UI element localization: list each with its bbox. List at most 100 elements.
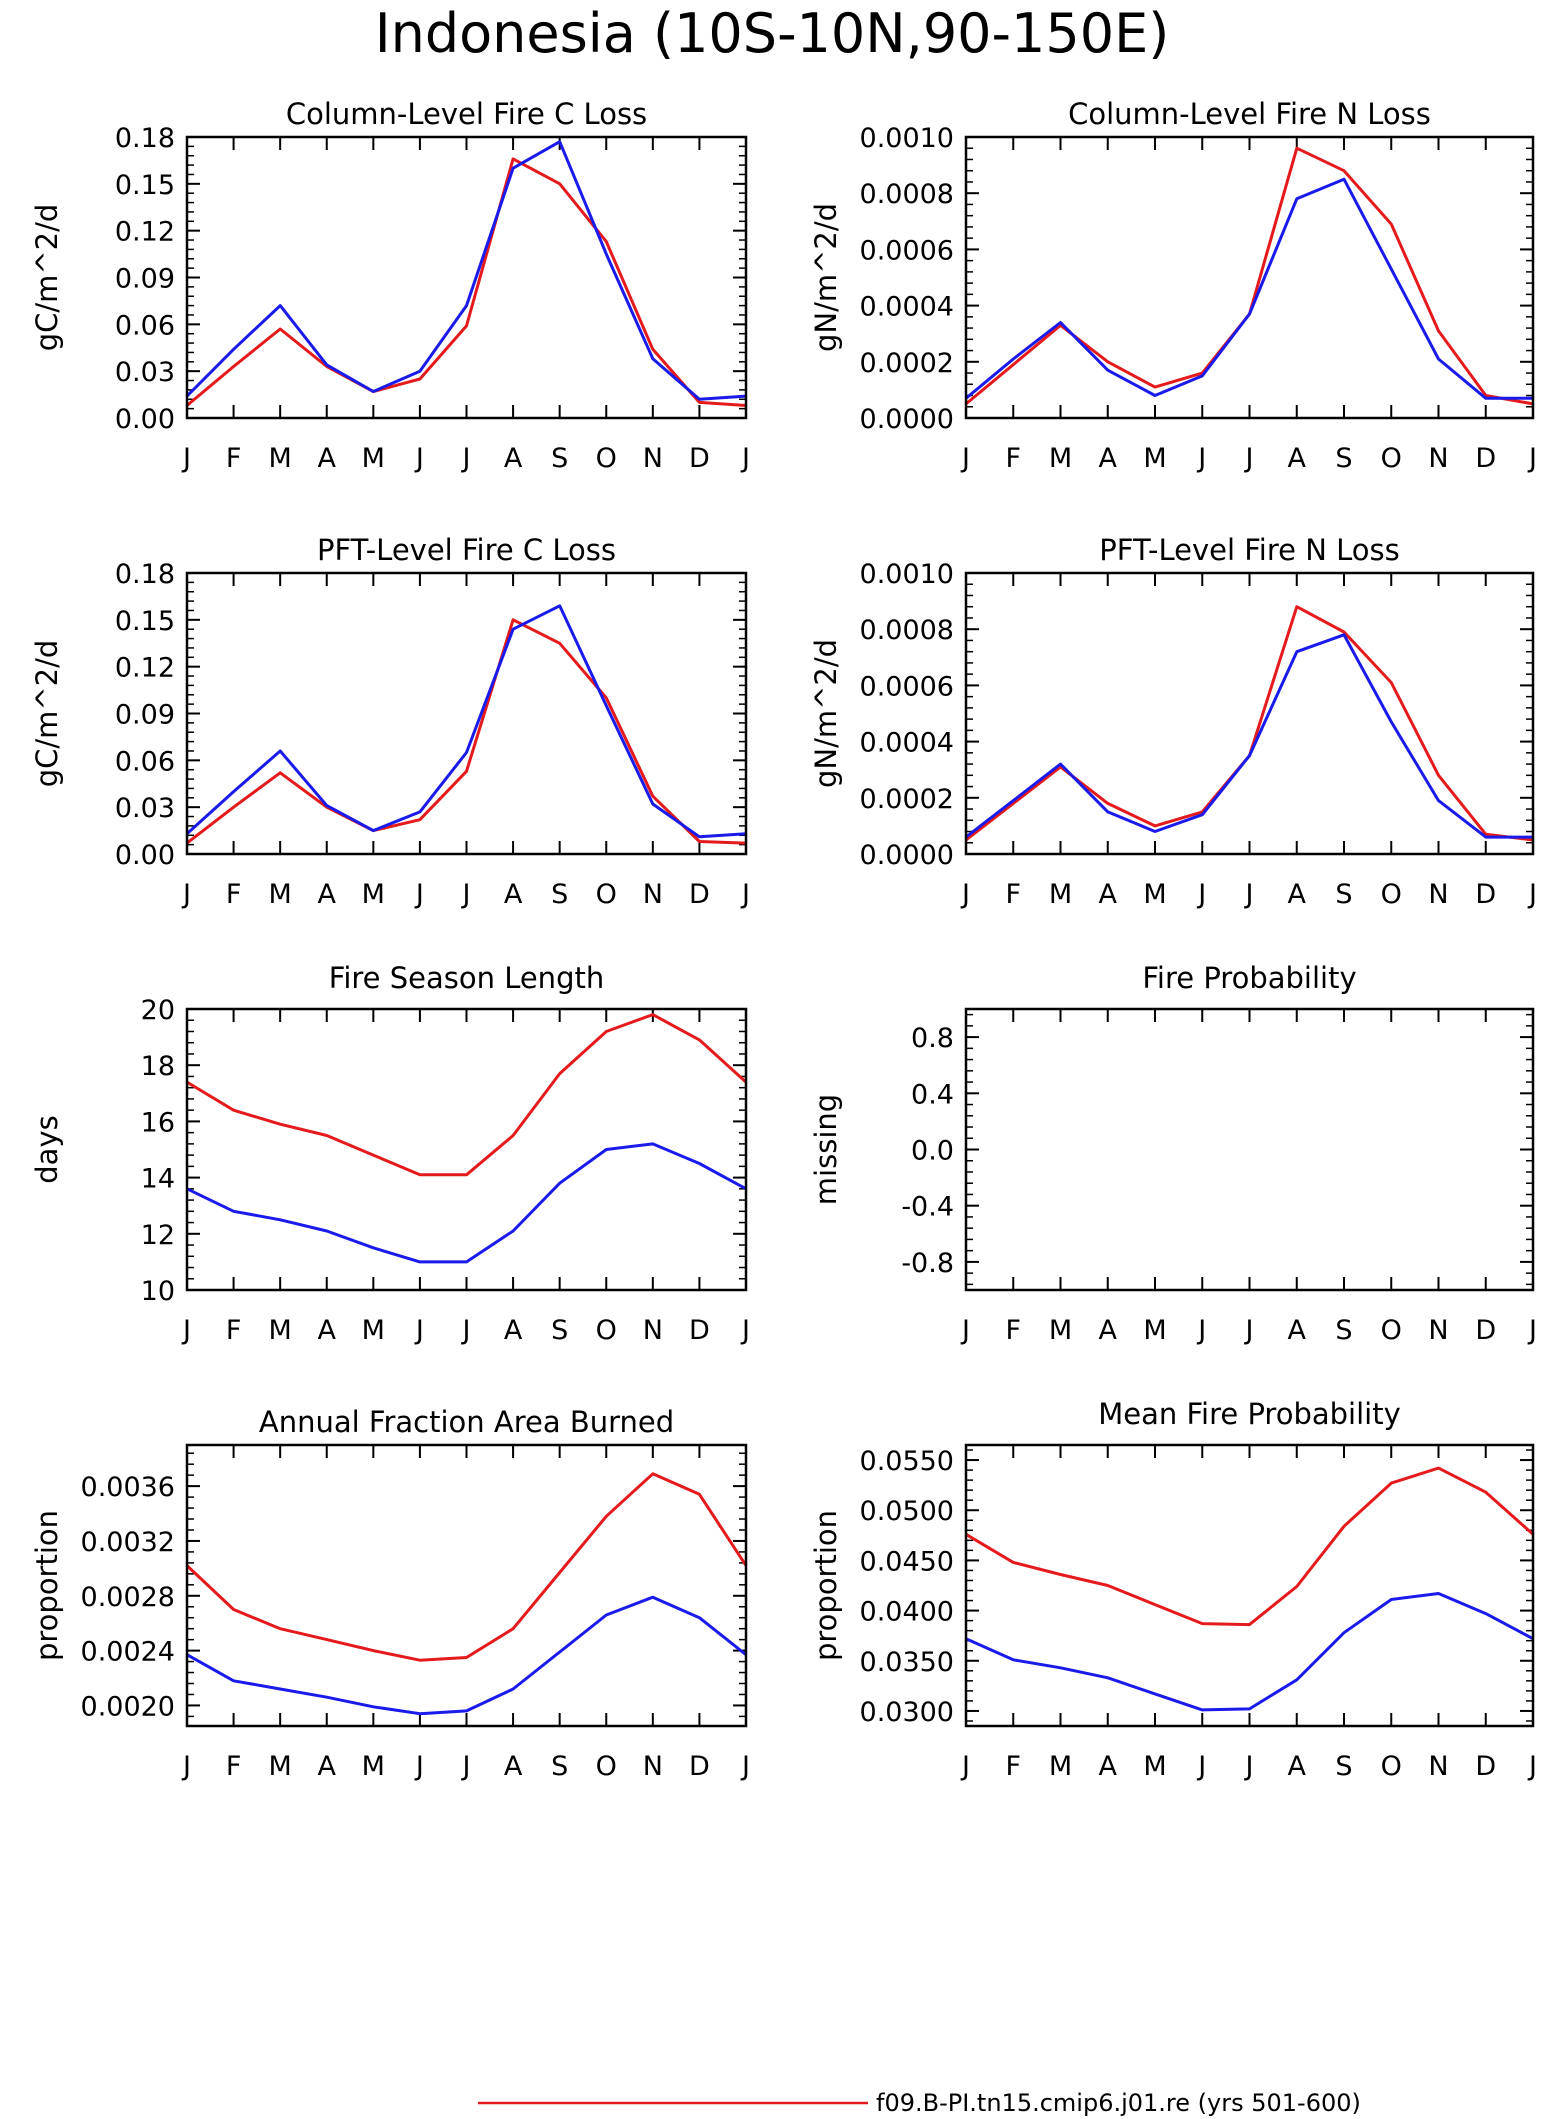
plot-frame (185, 1443, 748, 1728)
x-tick-label: J (181, 443, 191, 474)
x-tick-label: N (1428, 443, 1448, 474)
x-tick-label: M (1049, 1751, 1072, 1782)
y-tick-label: 0.4 (911, 1079, 954, 1110)
x-tick-label: O (1381, 443, 1402, 474)
x-tick-label: N (1428, 879, 1448, 910)
y-axis-label: gC/m^2/d (30, 204, 64, 352)
x-tick-label: J (181, 1751, 191, 1782)
y-tick-label: 20 (141, 995, 175, 1026)
plot-frame (185, 571, 748, 856)
y-tick-label: 0.15 (115, 170, 175, 201)
x-tick-label: M (1049, 1315, 1072, 1346)
y-axis-label: missing (809, 1094, 843, 1205)
x-tick-label: A (1288, 1751, 1307, 1782)
blue-series-line (965, 633, 1533, 839)
x-tick-label: A (1288, 1315, 1307, 1346)
y-tick-label: 0.0036 (81, 1472, 175, 1503)
y-tick-label: 0.0010 (860, 559, 954, 590)
x-tick-label: N (1428, 1315, 1448, 1346)
x-tick-label: M (269, 443, 292, 474)
x-tick-label: A (318, 443, 337, 474)
x-tick-label: A (1099, 443, 1118, 474)
x-tick-label: M (362, 879, 385, 910)
x-tick-label: D (689, 879, 710, 910)
y-tick-label: 0.09 (115, 264, 175, 295)
x-tick-label: J (181, 879, 191, 910)
blue-series-line (186, 1142, 747, 1264)
x-tick-label: O (596, 443, 617, 474)
y-tick-label: 0.0500 (860, 1496, 954, 1527)
x-tick-label: O (1381, 879, 1402, 910)
x-tick-label: O (596, 1315, 617, 1346)
y-tick-label: 10 (141, 1276, 175, 1307)
chart-title: Fire Probability (1142, 961, 1356, 995)
y-tick-label: 0.0000 (860, 840, 954, 871)
x-tick-label: A (1099, 879, 1118, 910)
y-tick-label: 0.03 (115, 793, 175, 824)
y-tick-label: 0.06 (115, 310, 175, 341)
x-tick-label: M (1049, 443, 1072, 474)
x-tick-label: M (1049, 879, 1072, 910)
x-tick-label: S (551, 1751, 568, 1782)
x-tick-label: J (740, 879, 750, 910)
blue-series-line (186, 1595, 747, 1716)
x-tick-label: N (643, 443, 663, 474)
x-tick-label: J (1527, 1751, 1537, 1782)
y-tick-label: 0.0550 (860, 1446, 954, 1477)
y-tick-label: 0.0028 (81, 1582, 175, 1613)
y-tick-label: 0.0300 (860, 1697, 954, 1728)
y-tick-label: 0.06 (115, 746, 175, 777)
y-axis-label: gN/m^2/d (809, 639, 843, 788)
y-axis-label: gC/m^2/d (30, 640, 64, 788)
plot-frame (185, 135, 748, 420)
x-tick-label: S (551, 443, 568, 474)
y-tick-label: 0.0400 (860, 1597, 954, 1628)
y-tick-label: -0.4 (901, 1192, 954, 1223)
y-tick-label: 0.8 (911, 1023, 954, 1054)
red-series-line (186, 1013, 748, 1177)
y-tick-label: 0.0002 (860, 348, 954, 379)
x-tick-label: J (1527, 443, 1537, 474)
x-tick-label: J (740, 1315, 750, 1346)
x-tick-label: J (181, 1315, 191, 1346)
x-tick-label: M (362, 1751, 385, 1782)
red-series-line (186, 157, 747, 407)
y-tick-label: 0.0032 (81, 1527, 175, 1558)
x-tick-label: J (461, 443, 471, 474)
chart-title: Column-Level Fire N Loss (1068, 97, 1431, 131)
x-tick-label: M (1143, 1315, 1166, 1346)
y-tick-label: 0.12 (115, 217, 175, 248)
x-tick-label: F (226, 879, 242, 910)
x-tick-label: J (414, 443, 424, 474)
y-tick-label: 0.0004 (860, 728, 954, 759)
x-tick-label: J (960, 1751, 970, 1782)
legend: f09.B-PI.tn15.cmip6.j01.re (yrs 501-600) (478, 2089, 1361, 2117)
x-tick-label: S (1335, 443, 1352, 474)
y-tick-label: 0.0008 (860, 615, 954, 646)
y-tick-label: 0.18 (115, 123, 175, 154)
y-tick-label: 0.0002 (860, 784, 954, 815)
chart-title: Fire Season Length (329, 961, 604, 995)
red-series-line (186, 618, 747, 845)
x-tick-label: J (414, 879, 424, 910)
blue-series-line (185, 140, 747, 401)
plot-frame (964, 1443, 1535, 1728)
y-tick-label: 0.0004 (860, 292, 954, 323)
legend-label: f09.B-PI.tn15.cmip6.j01.re (yrs 501-600) (876, 2089, 1361, 2117)
y-tick-label: 0.12 (115, 653, 175, 684)
y-axis-label: gN/m^2/d (809, 203, 843, 352)
x-tick-label: M (362, 1315, 385, 1346)
x-tick-label: D (1475, 1751, 1496, 1782)
y-tick-label: 0.0450 (860, 1546, 954, 1577)
x-tick-label: A (318, 1751, 337, 1782)
x-tick-label: A (504, 1315, 523, 1346)
y-tick-label: 0.03 (115, 357, 175, 388)
x-tick-label: J (1527, 879, 1537, 910)
y-tick-label: 0.0350 (860, 1647, 954, 1678)
x-tick-label: A (1099, 1751, 1118, 1782)
x-tick-label: J (461, 1315, 471, 1346)
x-tick-label: M (269, 1751, 292, 1782)
